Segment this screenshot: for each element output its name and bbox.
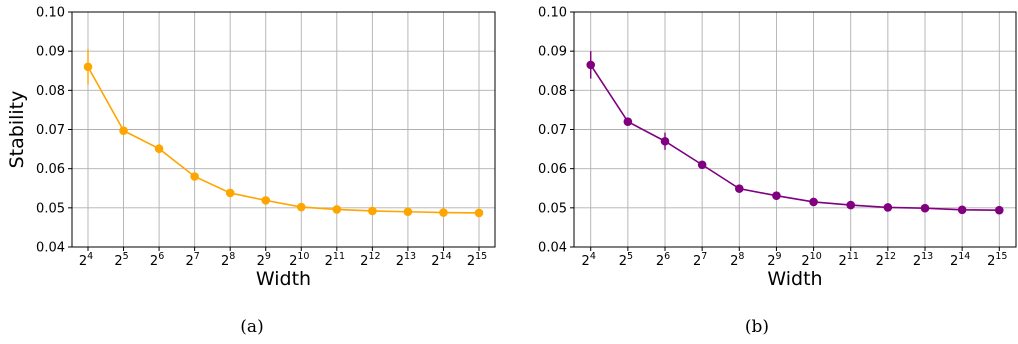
data-point: [154, 144, 164, 153]
x-tick-label: 213: [913, 251, 933, 269]
y-tick-label: 0.06: [538, 162, 567, 177]
x-tick-exponent: 5: [123, 251, 129, 262]
x-tick-exponent: 4: [590, 251, 596, 262]
y-tick-label: 0.09: [36, 45, 65, 60]
data-point: [83, 62, 93, 72]
x-tick-label: 214: [950, 251, 970, 269]
x-tick-exponent: 7: [701, 251, 707, 262]
series-1: [83, 49, 484, 218]
data-point: [623, 117, 633, 126]
x-tick-exponent: 11: [333, 251, 345, 262]
x-tick-exponent: 9: [265, 251, 271, 262]
y-tick-label: 0.08: [36, 84, 65, 99]
x-tick-label: 24: [582, 251, 596, 269]
data-point: [809, 197, 818, 207]
x-tick-label: 28: [221, 251, 235, 269]
x-tick-exponent: 6: [158, 251, 164, 262]
series-line: [87, 66, 480, 214]
data-point: [920, 203, 930, 213]
x-tick-label: 26: [150, 251, 164, 269]
x-tick-exponent: 13: [404, 251, 416, 262]
y-tick-label: 0.07: [36, 123, 65, 138]
data-point: [586, 60, 596, 70]
data-point: [368, 206, 377, 216]
series-1: [586, 51, 1004, 215]
x-tick-label: 215: [467, 251, 487, 269]
x-tick-label: 212: [876, 251, 896, 269]
data-point: [957, 205, 967, 215]
data-point: [332, 205, 342, 214]
x-tick-label: 214: [431, 251, 451, 269]
x-tick-exponent: 12: [884, 251, 896, 262]
data-point: [439, 208, 448, 217]
x-tick-label: 215: [987, 251, 1007, 269]
x-tick-exponent: 8: [738, 251, 744, 262]
y-tick-label: 0.06: [36, 162, 65, 177]
data-point: [772, 191, 781, 200]
data-point: [190, 172, 199, 181]
x-tick-exponent: 14: [958, 251, 970, 262]
data-point: [846, 200, 856, 210]
data-point: [261, 196, 271, 205]
y-tick-label: 0.10: [36, 6, 65, 21]
y-tick-label: 0.04: [538, 241, 567, 256]
x-tick-label: 24: [79, 251, 93, 269]
series-line: [590, 64, 1000, 211]
x-tick-label: 27: [693, 251, 707, 269]
x-tick-label: 25: [114, 251, 128, 269]
y-tick-label: 0.10: [538, 6, 567, 21]
data-point: [296, 202, 306, 212]
y-tick-label: 0.05: [538, 201, 567, 216]
chart-panel-2: 0.04 0.05 0.06 0.07 0.08 0.09 0.10 24 25 26 27 28 29…: [538, 6, 1017, 337]
x-tick-label: 210: [289, 251, 309, 269]
x-tick-exponent: 6: [664, 251, 670, 262]
x-tick-label: 28: [730, 251, 744, 269]
x-tick-exponent: 9: [776, 251, 782, 262]
x-tick-exponent: 11: [847, 251, 859, 262]
x-tick-exponent: 15: [995, 251, 1007, 262]
x-tick-label: 210: [801, 251, 821, 269]
x-tick-exponent: 4: [87, 251, 93, 262]
y-tick-label: 0.05: [36, 201, 65, 216]
y-tick-label: 0.04: [36, 241, 65, 256]
x-tick-label: 27: [185, 251, 199, 269]
x-tick-label: 211: [325, 251, 345, 269]
data-point: [119, 126, 128, 135]
x-tick-label: 211: [839, 251, 859, 269]
data-point: [994, 205, 1004, 215]
y-tick-label: 0.08: [538, 84, 567, 99]
x-tick-label: 26: [656, 251, 670, 269]
y-tick-label: 0.07: [538, 123, 567, 138]
x-tick-exponent: 15: [475, 251, 487, 262]
data-point: [225, 188, 235, 198]
data-point: [403, 207, 413, 217]
panel-caption: (a): [240, 317, 263, 337]
y-axis-label: Stability: [6, 91, 28, 169]
x-tick-exponent: 14: [440, 251, 452, 262]
x-axis-label: Width: [767, 268, 822, 290]
x-tick-exponent: 7: [194, 251, 200, 262]
data-point: [883, 203, 893, 212]
x-tick-label: 25: [619, 251, 633, 269]
x-tick-exponent: 10: [297, 251, 309, 262]
data-point: [660, 136, 670, 146]
data-point: [734, 184, 744, 193]
x-tick-label: 213: [396, 251, 416, 269]
grid: [574, 11, 1016, 248]
x-tick-exponent: 5: [627, 251, 633, 262]
x-axis-label: Width: [256, 268, 311, 290]
x-tick-exponent: 8: [229, 251, 235, 262]
y-tick-label: 0.09: [538, 45, 567, 60]
x-tick-label: 29: [767, 251, 781, 269]
data-point: [697, 160, 707, 170]
x-tick-label: 212: [360, 251, 380, 269]
x-tick-exponent: 13: [921, 251, 933, 262]
x-tick-exponent: 12: [368, 251, 380, 262]
chart-panel-1: 0.04 0.05 0.06 0.07 0.08 0.09 0.10 24 25 26 27 28 29…: [6, 6, 496, 337]
x-tick-label: 29: [257, 251, 271, 269]
panel-caption: (b): [745, 317, 769, 337]
data-point: [474, 208, 484, 218]
x-tick-exponent: 10: [810, 251, 822, 262]
